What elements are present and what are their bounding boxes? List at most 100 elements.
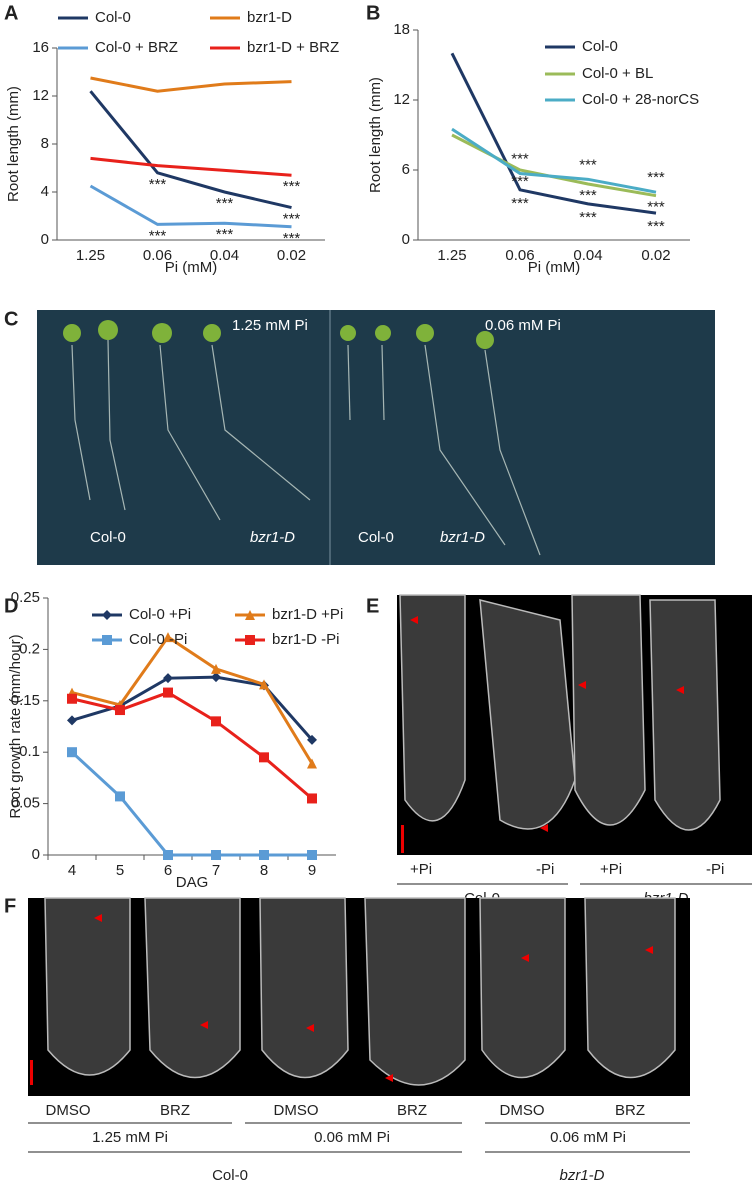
condition-label: 0.06 mM Pi <box>550 1129 626 1146</box>
significance: *** <box>216 226 234 243</box>
significance: *** <box>579 156 597 173</box>
significance: *** <box>216 195 234 212</box>
genotype-label: Col-0 <box>212 1167 248 1184</box>
x-tick-label: 0.06 <box>143 247 172 264</box>
line <box>451 127 657 194</box>
treatment-label: -Pi <box>536 861 554 878</box>
x-tick-label: 4 <box>68 862 76 879</box>
marker <box>67 715 77 726</box>
y-tick-label: 0.1 <box>19 743 40 760</box>
significance: *** <box>647 169 665 186</box>
x-tick-label: 9 <box>308 862 316 879</box>
significance: *** <box>511 173 529 190</box>
treatment-label: -Pi <box>706 861 724 878</box>
panel-label: D <box>4 595 18 617</box>
y-axis-label: Root length (mm) <box>5 86 22 202</box>
y-tick-label: 0.25 <box>11 589 40 606</box>
significance: *** <box>579 187 597 204</box>
marker <box>211 716 221 727</box>
marker <box>211 672 221 683</box>
y-tick-label: 4 <box>41 183 49 200</box>
marker <box>163 687 173 698</box>
significance: *** <box>283 178 301 195</box>
line <box>450 52 657 215</box>
x-tick-label: 0.02 <box>277 247 306 264</box>
y-axis-label: Root growth rate (mm/hour) <box>7 634 24 818</box>
panel-label: B <box>366 2 380 24</box>
legend-label: Col-0 -Pi <box>129 631 187 648</box>
marker <box>163 850 173 860</box>
legend-label: Col-0 + BL <box>582 65 653 82</box>
marker <box>307 793 317 804</box>
legend-label: bzr1-D -Pi <box>272 631 340 648</box>
significance: *** <box>283 230 301 247</box>
treatment-label: BRZ <box>397 1102 427 1119</box>
marker <box>307 734 317 745</box>
y-tick-label: 0.2 <box>19 640 40 657</box>
line <box>71 690 313 800</box>
condition-label: 1.25 mM Pi <box>232 317 308 334</box>
significance: *** <box>511 195 529 212</box>
marker <box>67 693 77 704</box>
x-axis-label: DAG <box>176 874 209 891</box>
y-tick-label: 18 <box>393 21 410 38</box>
photo-e: +Pi -Pi +Pi -Pi Col-0 bzr1-D <box>397 594 752 907</box>
x-axis-label: Pi (mM) <box>528 259 581 276</box>
treatment-label: DMSO <box>500 1102 545 1119</box>
significance: *** <box>647 199 665 216</box>
marker <box>245 610 255 620</box>
line <box>90 156 292 177</box>
genotype-label: Col-0 <box>358 529 394 546</box>
significance: *** <box>149 227 167 244</box>
marker <box>259 850 269 860</box>
x-tick-label: 5 <box>116 862 124 879</box>
marker <box>67 747 77 758</box>
photo-c: 1.25 mM Pi 0.06 mM Pi Col-0 bzr1-D Col-0… <box>37 310 715 565</box>
x-tick-label: 6 <box>164 862 172 879</box>
legend-label: bzr1-D <box>247 9 292 26</box>
genotype-label: bzr1-D <box>559 1167 604 1184</box>
y-tick-label: 16 <box>32 39 49 56</box>
legend-label: Col-0 + BRZ <box>95 39 178 56</box>
y-tick-label: 0 <box>32 846 40 863</box>
x-tick-label: 8 <box>260 862 268 879</box>
x-tick-label: 0.06 <box>505 247 534 264</box>
marker <box>102 610 112 620</box>
y-tick-label: 12 <box>393 91 410 108</box>
treatment-label: +Pi <box>600 861 622 878</box>
legend-label: Col-0 + 28-norCS <box>582 91 699 108</box>
genotype-label: Col-0 <box>90 529 126 546</box>
marker <box>163 632 173 643</box>
genotype-label: bzr1-D <box>250 529 295 546</box>
marker <box>245 635 255 645</box>
legend-label: Col-0 +Pi <box>129 606 191 623</box>
genotype-label: bzr1-D <box>440 529 485 546</box>
y-tick-label: 0.05 <box>11 795 40 812</box>
significance: *** <box>283 211 301 228</box>
panel-label: A <box>4 2 18 24</box>
x-tick-label: 1.25 <box>76 247 105 264</box>
y-tick-label: 12 <box>32 87 49 104</box>
line <box>70 751 312 857</box>
marker <box>307 758 317 769</box>
line <box>89 184 292 229</box>
legend-label: bzr1-D +Pi <box>272 606 343 623</box>
x-tick-label: 0.04 <box>210 247 239 264</box>
line <box>89 90 292 210</box>
y-tick-label: 6 <box>402 161 410 178</box>
legend-label: bzr1-D + BRZ <box>247 39 339 56</box>
x-tick-label: 0.02 <box>641 247 670 264</box>
marker <box>115 791 125 802</box>
treatment-label: BRZ <box>160 1102 190 1119</box>
marker <box>259 752 269 763</box>
treatment-label: BRZ <box>615 1102 645 1119</box>
x-tick-label: 7 <box>212 862 220 879</box>
condition-label: 1.25 mM Pi <box>92 1129 168 1146</box>
marker <box>163 673 173 684</box>
photo-f: DMSO BRZ DMSO BRZ DMSO BRZ 1.25 mM Pi 0.… <box>28 897 690 1184</box>
significance: *** <box>579 209 597 226</box>
panel-label: C <box>4 308 18 330</box>
marker <box>211 663 221 674</box>
marker <box>307 850 317 860</box>
